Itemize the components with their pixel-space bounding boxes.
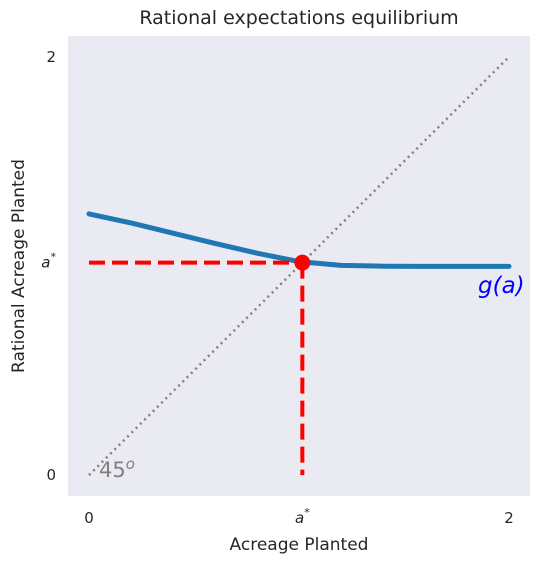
annotation-45-degree: 45o [99, 455, 135, 482]
equilibrium-point [294, 254, 311, 271]
annotation-45-text: 45 [99, 458, 126, 482]
x-tick-label: 2 [504, 509, 514, 527]
x-tick-label: a* [295, 506, 310, 527]
annotation-45-superscript: o [126, 455, 135, 473]
x-axis-label: Acreage Planted [230, 535, 369, 555]
y-tick-label: 2 [46, 48, 56, 66]
annotation-g-of-a: g(a) [478, 273, 525, 299]
y-axis-label: Rational Acreage Planted [9, 159, 29, 373]
forty-five-degree-line [88, 56, 510, 476]
y-tick-label: a* [41, 251, 56, 272]
y-tick-label: 0 [46, 466, 56, 484]
x-tick-label: 0 [84, 509, 94, 527]
chart-title: Rational expectations equilibrium [139, 7, 458, 29]
